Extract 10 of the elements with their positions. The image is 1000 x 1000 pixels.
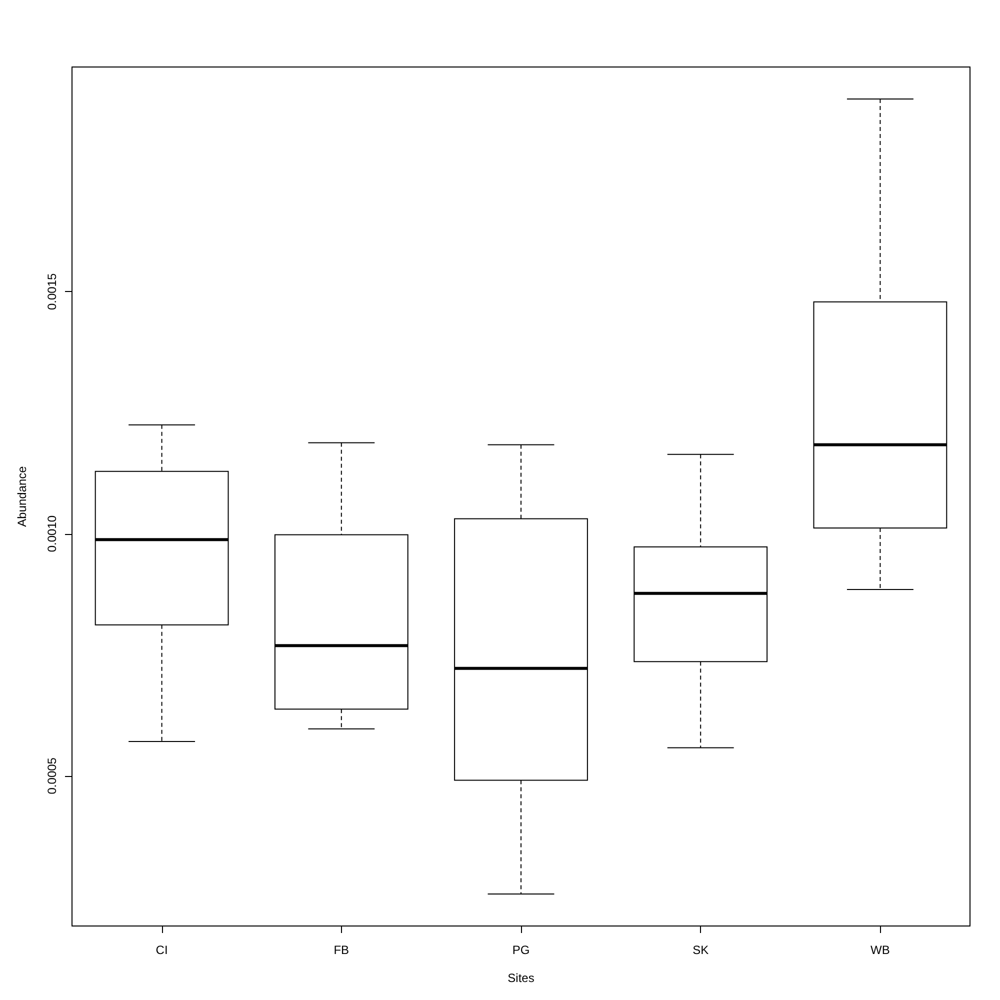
x-tick-label: CI [156, 943, 168, 957]
y-tick-label: 0.0005 [45, 757, 59, 794]
x-tick-label: FB [334, 943, 350, 957]
y-tick-label: 0.0010 [45, 515, 59, 552]
x-axis-title: Sites [508, 971, 534, 985]
y-axis-title: Abundance [15, 466, 29, 527]
x-tick-label: PG [512, 943, 530, 957]
y-tick-label: 0.0015 [45, 273, 59, 310]
x-tick-label: SK [692, 943, 709, 957]
x-tick-label: WB [870, 943, 890, 957]
